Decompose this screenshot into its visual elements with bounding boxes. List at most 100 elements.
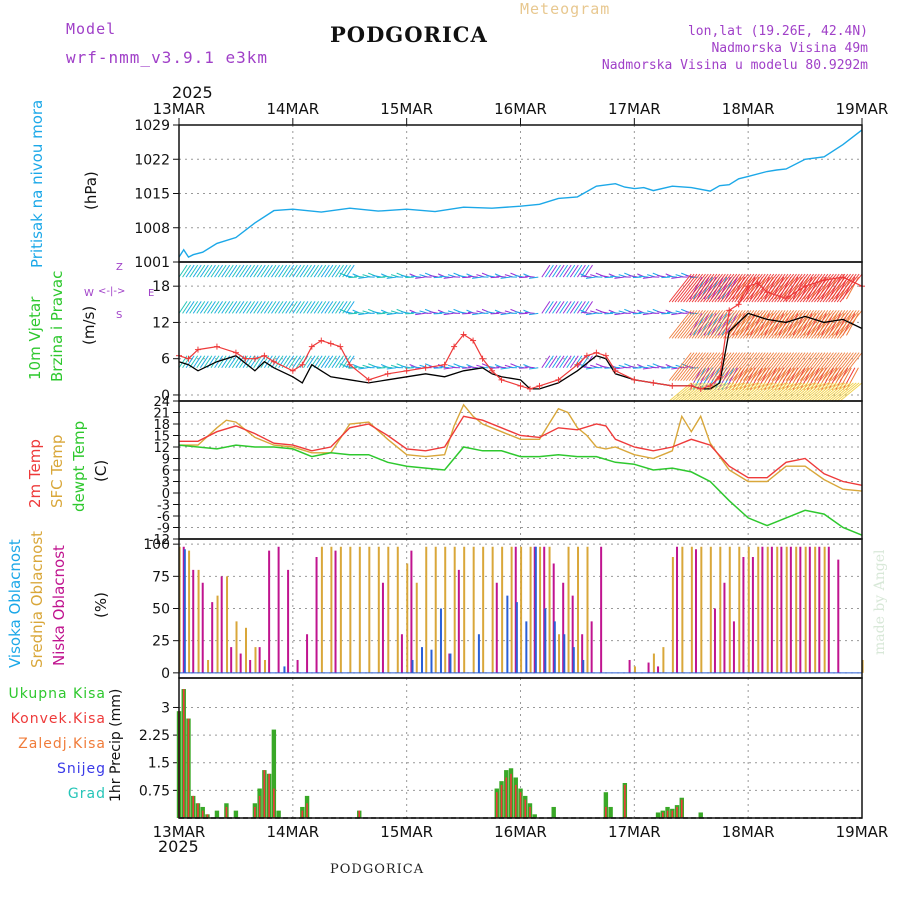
wind-barb — [203, 264, 213, 278]
wind-barb — [214, 301, 223, 314]
wind-rose: Z W E S <-|-> — [82, 262, 154, 322]
wind-barb — [185, 355, 195, 369]
wind-barb-strong — [768, 310, 792, 339]
wind-barb — [569, 301, 579, 314]
wind-barb-strong — [808, 310, 832, 339]
wind-barb-strong — [774, 352, 797, 381]
wind-barb — [628, 311, 638, 314]
wind-barb-strong — [765, 382, 789, 402]
wind-barb-strong — [740, 352, 763, 381]
wind-barb — [600, 274, 610, 278]
wind-barb-strong — [774, 310, 797, 339]
wind-barb-strong — [708, 273, 732, 303]
wind-barb — [544, 301, 554, 314]
wind-barb — [541, 264, 551, 278]
wind-barb-strong — [677, 352, 701, 381]
wind-barb — [310, 301, 320, 314]
wind-barb — [443, 312, 453, 316]
wind-barb — [548, 264, 558, 278]
wind-barb — [548, 301, 558, 314]
day-label-top: 16MAR — [494, 100, 547, 118]
wind-barb-strong — [816, 310, 840, 339]
y-tick-label: 0 — [161, 388, 170, 404]
wind-barb-strong — [777, 273, 800, 303]
wind-barb-strong — [799, 310, 823, 339]
day-label-bottom: 16MAR — [494, 823, 547, 841]
wind-barb — [221, 264, 231, 278]
precip-conv-bar — [358, 810, 361, 818]
wind-barb-strong — [745, 382, 769, 402]
wind-barb — [628, 365, 638, 369]
wind-barb — [524, 311, 535, 314]
y-tick-label: -6 — [157, 510, 170, 525]
wind-barb-strong — [839, 352, 863, 381]
precip-conv-bar — [306, 803, 308, 818]
wind-barb — [585, 312, 596, 316]
precip-conv-bar — [182, 689, 185, 818]
wind-barb — [335, 355, 344, 369]
wind-barb — [231, 264, 241, 278]
wind-barb — [429, 274, 439, 278]
wind-barb-strong — [794, 310, 817, 339]
wind-barb-strong — [777, 382, 800, 402]
wind-barb — [584, 264, 593, 278]
wind-barb-strong — [805, 352, 829, 381]
wind-barb — [685, 274, 695, 278]
wind-barb — [331, 355, 341, 369]
wind-barb — [285, 264, 295, 278]
wind-barb-strong — [683, 382, 706, 402]
wind-barb-strong — [834, 382, 857, 402]
wind-barb — [353, 311, 365, 314]
wind-barb-strong — [765, 310, 789, 339]
precip-conv-bar — [225, 806, 228, 818]
wind-barb-strong — [785, 352, 809, 381]
wind-barb-strong — [683, 352, 706, 381]
wind-barb-strong — [723, 382, 746, 402]
wind-barb-strong — [751, 310, 775, 339]
wind-barb-strong — [722, 352, 746, 381]
wind-barb — [253, 301, 263, 314]
wind-barb — [358, 367, 368, 370]
wind-barb — [514, 365, 525, 369]
wind-barb — [600, 311, 610, 314]
wind-barb-strong — [708, 382, 732, 402]
wind-barb — [214, 264, 223, 278]
wind-barb — [632, 312, 642, 315]
wind-barb — [467, 275, 478, 278]
wind-barb-strong — [688, 352, 712, 381]
precip-total-bar — [532, 814, 537, 818]
wind-barb — [288, 264, 298, 278]
wind-barb — [467, 311, 478, 314]
wind-barb — [490, 312, 500, 315]
wind-barb-strong — [836, 310, 860, 339]
wind-barb-strong — [757, 352, 780, 381]
wind-barb — [210, 355, 220, 369]
wind-barb — [585, 367, 596, 370]
wind-rose-w: W — [84, 288, 94, 299]
wind-barb — [500, 367, 510, 370]
wind-barb-strong — [785, 310, 809, 339]
wind-barb-strong — [811, 382, 834, 402]
precip-total-bar — [276, 810, 281, 818]
y-tick-label: 9 — [162, 453, 170, 468]
precip-total-bar — [551, 806, 556, 818]
wind-barb — [292, 264, 302, 278]
wind-barb — [249, 264, 259, 278]
wind-barb — [231, 301, 241, 314]
wind-barb-strong — [714, 352, 738, 381]
wind-barb — [242, 301, 252, 314]
wind-barb — [292, 355, 302, 369]
wind-barb — [271, 264, 280, 278]
wind-barb-strong — [799, 273, 823, 303]
wind-barb — [196, 301, 206, 314]
wind-barb — [182, 264, 191, 278]
wind-barb-strong — [728, 352, 752, 381]
wind-barb — [628, 274, 638, 278]
precip-total-bar — [271, 729, 277, 818]
wind-barb — [317, 264, 327, 278]
wind-barb-strong — [816, 382, 840, 402]
wind-barb — [256, 264, 266, 278]
precip-conv-bar — [666, 810, 669, 818]
y-tick-label: 1.5 — [148, 756, 170, 772]
